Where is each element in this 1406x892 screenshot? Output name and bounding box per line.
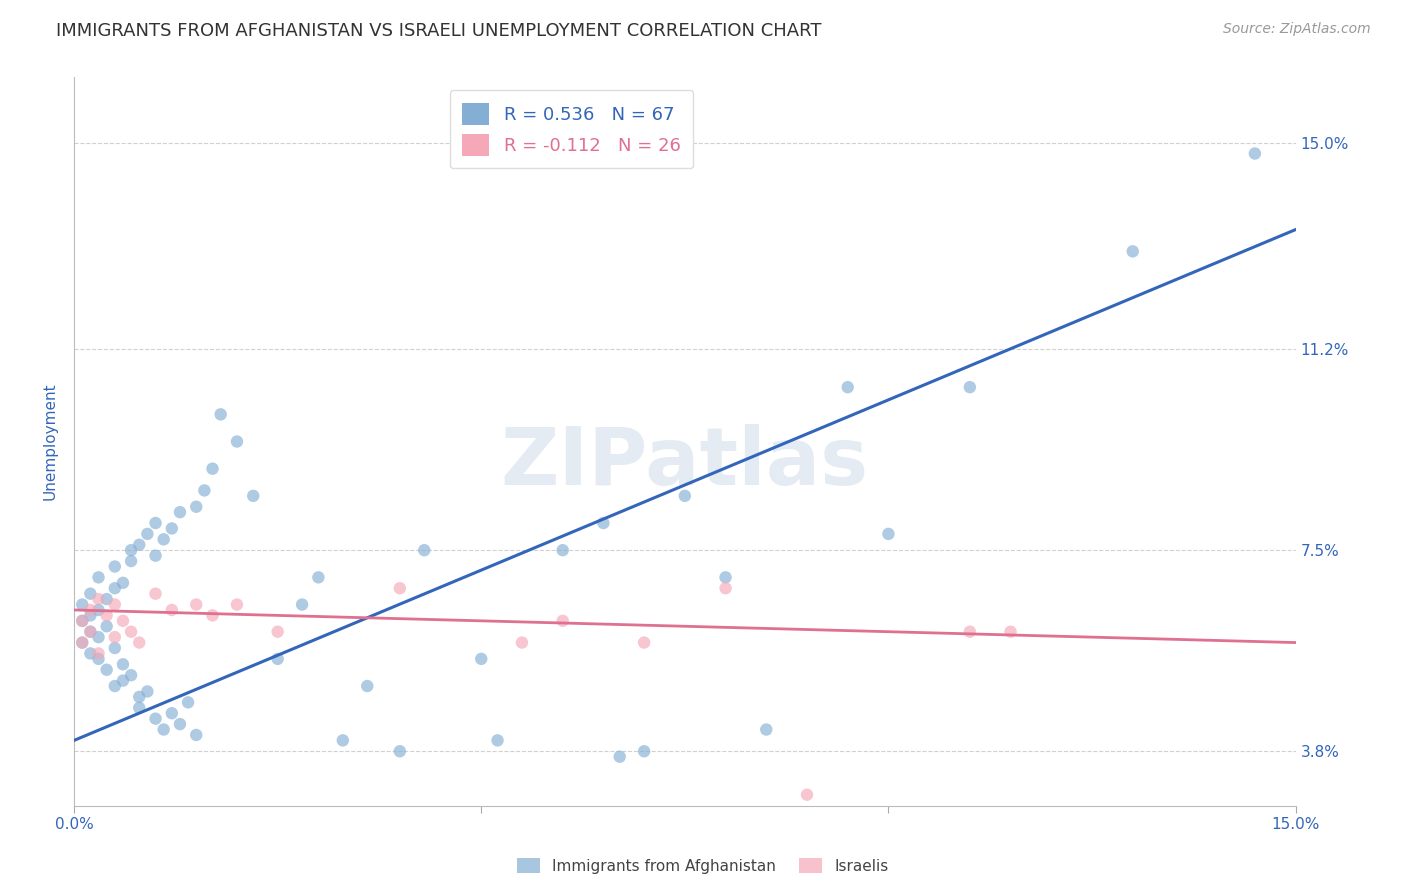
Point [592,516,614,530]
Point [120,624,142,639]
Point [1244,146,1267,161]
Point [242,489,264,503]
Point [160,521,183,535]
Point [1122,244,1144,259]
Point [70,635,93,649]
Point [470,652,492,666]
Point [87,630,110,644]
Point [877,527,900,541]
Point [145,516,167,530]
Point [152,723,174,737]
Point [145,587,167,601]
Point [609,749,631,764]
Point [673,489,696,503]
Point [128,538,150,552]
Point [177,695,200,709]
Point [128,635,150,649]
Point [633,635,655,649]
Point [266,624,288,639]
Point [87,647,110,661]
Point [388,581,411,595]
Point [201,461,224,475]
Point [291,598,314,612]
Point [169,505,191,519]
Point [837,380,859,394]
Point [145,712,167,726]
Point [79,624,101,639]
Point [186,500,208,514]
Point [413,543,436,558]
Point [111,614,134,628]
Point [120,543,142,558]
Point [959,380,981,394]
Point [104,581,127,595]
Point [96,663,118,677]
Point [633,744,655,758]
Text: Source: ZipAtlas.com: Source: ZipAtlas.com [1223,22,1371,37]
Point [79,647,101,661]
Point [796,788,818,802]
Point [87,652,110,666]
Point [226,598,249,612]
Point [201,608,224,623]
Point [87,592,110,607]
Point [104,598,127,612]
Point [307,570,329,584]
Point [87,570,110,584]
Point [128,690,150,704]
Point [79,624,101,639]
Point [959,624,981,639]
Point [160,706,183,721]
Point [186,728,208,742]
Point [70,614,93,628]
Point [152,533,174,547]
Point [96,608,118,623]
Point [111,575,134,590]
Text: IMMIGRANTS FROM AFGHANISTAN VS ISRAELI UNEMPLOYMENT CORRELATION CHART: IMMIGRANTS FROM AFGHANISTAN VS ISRAELI U… [56,22,821,40]
Point [226,434,249,449]
Point [111,673,134,688]
Point [510,635,533,649]
Point [79,608,101,623]
Legend: R = 0.536   N = 67, R = -0.112   N = 26: R = 0.536 N = 67, R = -0.112 N = 26 [450,90,693,169]
Point [755,723,778,737]
Legend: Immigrants from Afghanistan, Israelis: Immigrants from Afghanistan, Israelis [512,852,894,880]
Point [104,559,127,574]
Point [266,652,288,666]
Point [186,598,208,612]
Point [136,527,159,541]
Point [193,483,215,498]
Point [104,630,127,644]
Point [120,554,142,568]
Point [486,733,509,747]
Point [70,598,93,612]
Point [96,592,118,607]
Point [169,717,191,731]
Text: ZIPatlas: ZIPatlas [501,425,869,502]
Point [551,614,574,628]
Point [356,679,378,693]
Point [120,668,142,682]
Point [128,700,150,714]
Point [1000,624,1022,639]
Point [551,543,574,558]
Point [714,570,737,584]
Point [388,744,411,758]
Point [104,640,127,655]
Point [104,679,127,693]
Point [70,635,93,649]
Point [87,603,110,617]
Point [160,603,183,617]
Y-axis label: Unemployment: Unemployment [44,383,58,500]
Point [136,684,159,698]
Point [79,603,101,617]
Point [96,619,118,633]
Point [332,733,354,747]
Point [714,581,737,595]
Point [111,657,134,672]
Point [79,587,101,601]
Point [70,614,93,628]
Point [145,549,167,563]
Point [209,408,232,422]
